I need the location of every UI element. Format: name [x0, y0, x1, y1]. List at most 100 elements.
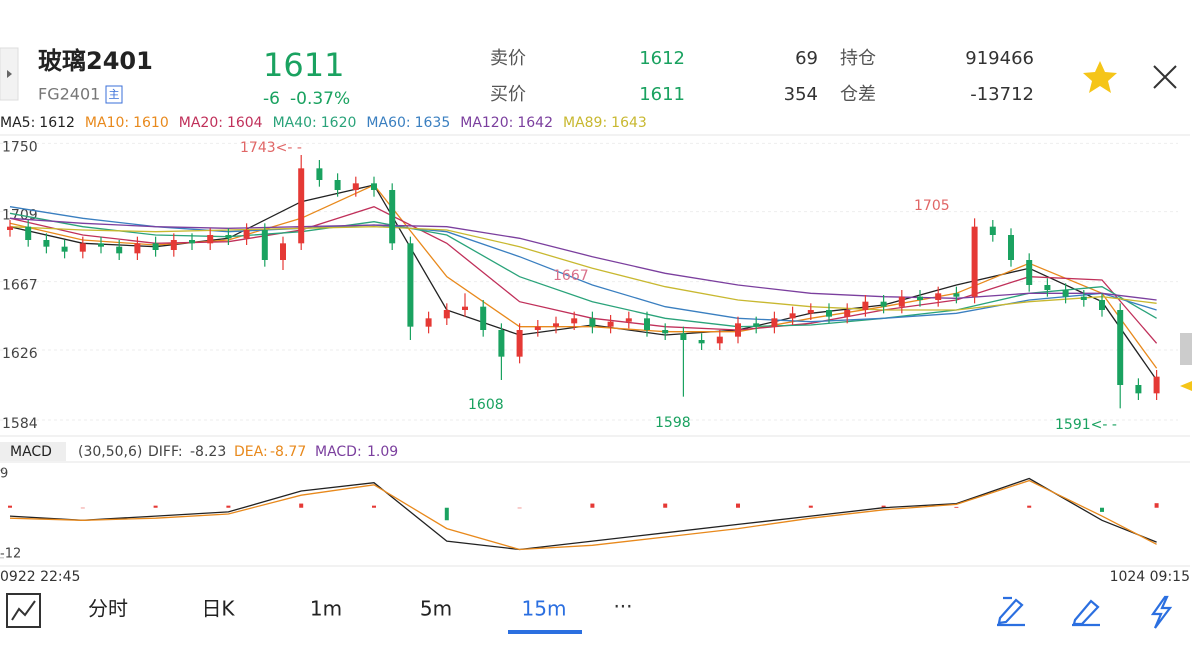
bid-label: 买价 — [490, 84, 526, 105]
candle-body — [1135, 385, 1142, 394]
ma-label: MA5: — [0, 115, 35, 131]
dea: -8.77 — [270, 444, 306, 460]
candle-body — [662, 330, 669, 334]
candle-body — [170, 240, 177, 250]
candle-body — [298, 168, 305, 244]
change: -6 — [263, 89, 280, 109]
ma-value: 1604 — [227, 115, 263, 131]
candle-body — [935, 293, 942, 300]
candle-body — [880, 301, 887, 307]
candle-body — [516, 330, 523, 357]
candle-body — [1153, 376, 1160, 394]
candle-body — [789, 313, 796, 319]
ma-label: MA60: — [366, 115, 410, 131]
candle-body — [261, 230, 268, 260]
candle-body — [989, 226, 996, 235]
candle-body — [971, 226, 978, 297]
candle-body — [189, 240, 195, 244]
candle-body — [316, 168, 323, 180]
candle-body — [644, 318, 650, 330]
y-tick-label: 1750 — [2, 139, 38, 155]
candle-body — [98, 243, 104, 247]
diff: -8.23 — [190, 444, 226, 460]
macd-label: MACD: — [315, 444, 362, 460]
instrument-name: 玻璃2401 — [38, 47, 153, 75]
candle-body — [225, 235, 232, 239]
price-annotation: 1608 — [468, 397, 504, 413]
side-handle[interactable] — [1180, 333, 1192, 365]
series-line — [9, 477, 1157, 551]
code-tag-box — [105, 85, 123, 104]
candle-body — [1080, 296, 1087, 300]
macd-bar — [1154, 503, 1159, 508]
tab[interactable]: 5m — [420, 597, 452, 621]
macd-bar — [590, 503, 595, 508]
candle-body — [243, 230, 250, 239]
candle-body — [207, 235, 214, 244]
ma-label: MA20: — [179, 115, 223, 131]
candle-body — [334, 180, 341, 190]
tab[interactable]: 日K — [201, 597, 235, 621]
series-line — [9, 479, 1157, 551]
chart-type-icon[interactable] — [6, 593, 41, 628]
candle-body — [1117, 310, 1124, 385]
oi-label: 持仓 — [840, 48, 876, 69]
more[interactable]: ··· — [613, 595, 632, 619]
price-annotation: 1667 — [553, 268, 589, 284]
ma-value: 1612 — [39, 115, 75, 131]
macd-bar — [954, 506, 959, 508]
time-start: 0922 22:45 — [0, 569, 80, 585]
edit-tool[interactable] — [1072, 599, 1100, 627]
series-line — [9, 206, 1157, 323]
flash-tool[interactable] — [1150, 595, 1173, 629]
candle-body — [807, 310, 814, 314]
candle-body — [1044, 285, 1051, 290]
macd-bar — [153, 505, 158, 508]
tab-active[interactable]: 15m — [522, 597, 567, 621]
ma-value: 1642 — [517, 115, 553, 131]
ma-label: MA89: — [563, 115, 607, 131]
ma-value: 1635 — [415, 115, 451, 131]
candle-body — [534, 326, 541, 330]
draw-tool[interactable] — [997, 596, 1025, 627]
price-annotation: 1598 — [655, 415, 691, 431]
candle-body — [607, 321, 614, 327]
oi-diff: -13712 — [970, 84, 1034, 105]
candle-body — [134, 243, 141, 254]
candle-body — [1026, 260, 1033, 285]
chart-type-glyph — [11, 600, 36, 621]
candle-body — [371, 183, 377, 190]
candle-body — [1099, 300, 1105, 310]
candle-body — [771, 318, 778, 327]
candle-body — [553, 323, 559, 327]
candle-body — [25, 226, 32, 240]
series-line — [9, 212, 1157, 328]
side-arrow — [7, 70, 12, 78]
price-annotation: 1591<- - — [1055, 417, 1117, 433]
close[interactable] — [1153, 65, 1177, 89]
series-line — [9, 217, 1157, 301]
candle-body — [462, 306, 468, 310]
candle-body — [116, 246, 123, 254]
macd-bar — [80, 507, 85, 509]
tab[interactable]: 分时 — [88, 597, 128, 621]
price-marker — [1180, 381, 1192, 391]
candle-body — [280, 243, 286, 260]
y-tick-label: 9 — [0, 467, 8, 482]
tab[interactable]: 1m — [310, 597, 342, 621]
macd-box[interactable] — [0, 442, 66, 461]
candle-body — [480, 306, 487, 330]
y-tick-label: 1626 — [2, 346, 38, 362]
bid-vol: 354 — [784, 84, 818, 105]
y-tick-label: 1584 — [2, 416, 38, 432]
candle-body — [898, 296, 905, 307]
macd-bar — [663, 503, 668, 508]
time-end: 1024 09:15 — [1110, 569, 1190, 585]
price-annotation: 1705 — [914, 198, 950, 214]
candle-body — [1008, 235, 1014, 260]
favorite[interactable] — [1083, 61, 1117, 93]
candle-body — [862, 301, 869, 310]
macd-title: MACD — [10, 444, 52, 460]
oi-diff-label: 仓差 — [840, 84, 876, 105]
